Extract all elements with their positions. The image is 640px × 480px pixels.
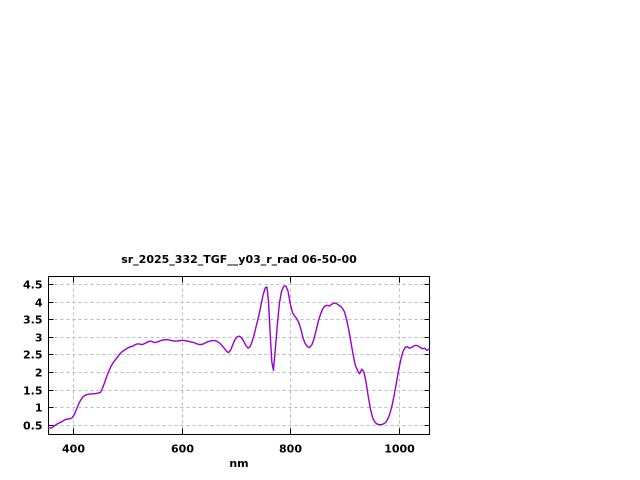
y-tick-label: 2 (35, 367, 43, 380)
y-tick-label: 3.5 (23, 314, 43, 327)
x-tick-label: 600 (171, 443, 194, 456)
x-axis-ticks: 400 600 800 1000 (62, 276, 415, 456)
plot-frame (48, 276, 430, 435)
y-tick-label: 2.5 (23, 349, 43, 362)
x-axis-label: nm (229, 457, 248, 470)
y-tick-label: 1.5 (23, 385, 43, 398)
x-tick-label: 800 (279, 443, 302, 456)
data-series (47, 285, 431, 429)
y-axis-ticks: 0.5 1 1.5 2 2.5 3 3.5 4 4.5 (23, 279, 430, 433)
chart-title: sr_2025_332_TGF__y03_r_rad 06-50-00 (121, 253, 357, 266)
y-tick-label: 4 (35, 297, 43, 310)
y-tick-label: 3 (35, 332, 43, 345)
series-line (47, 285, 431, 429)
x-tick-label: 1000 (384, 443, 415, 456)
y-tick-label: 4.5 (23, 279, 43, 292)
x-tick-label: 400 (62, 443, 85, 456)
y-tick-label: 0.5 (23, 420, 43, 433)
y-tick-label: 1 (35, 402, 43, 415)
